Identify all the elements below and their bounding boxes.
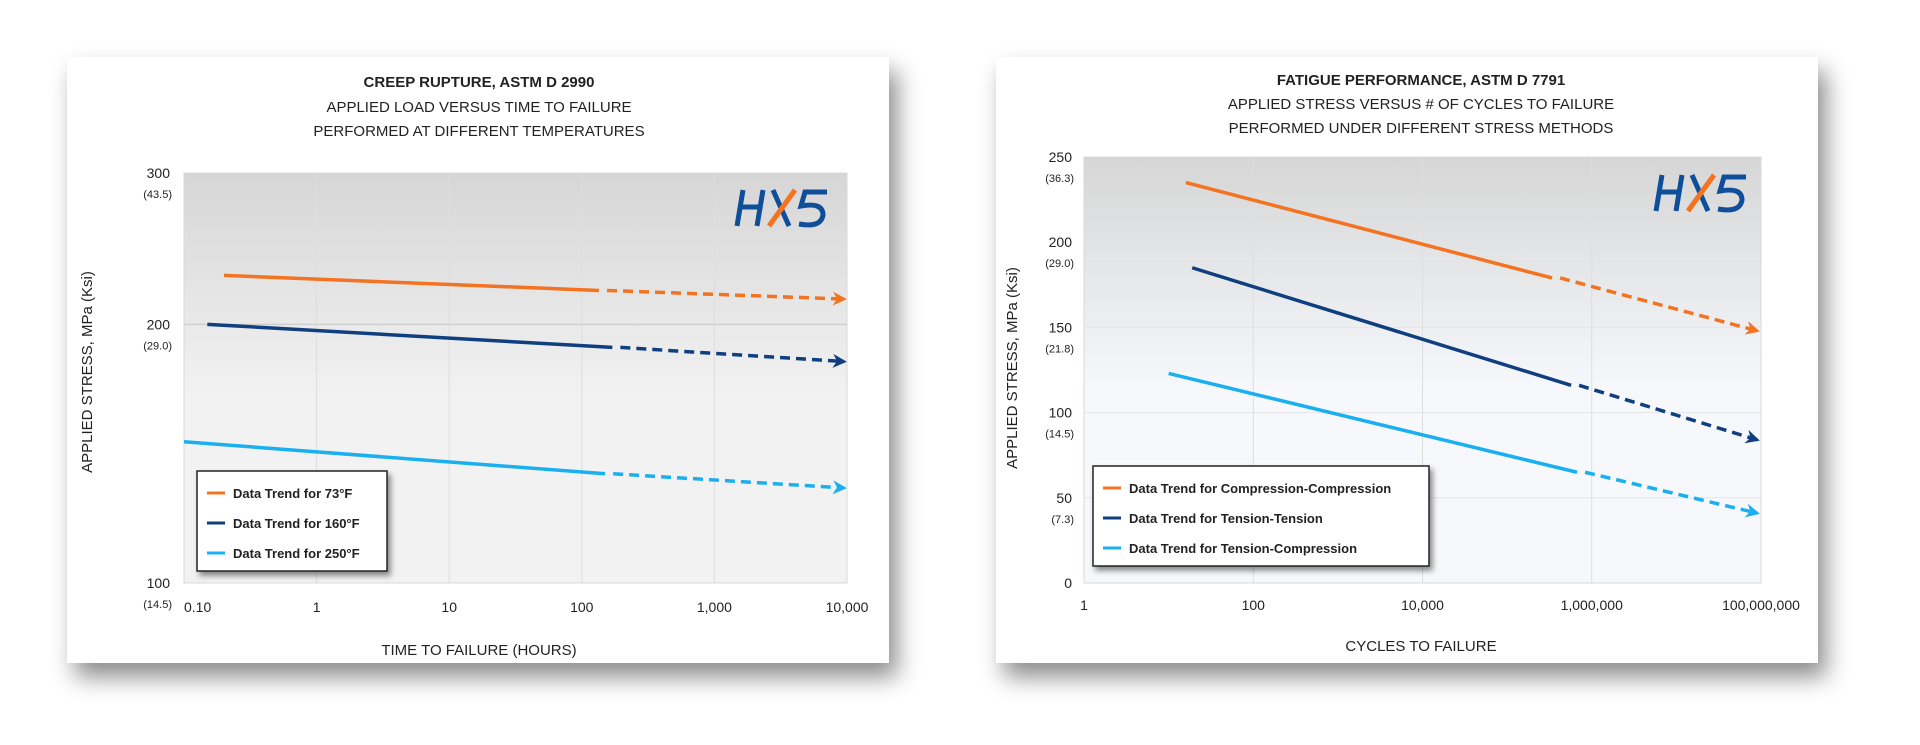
x-tick-label: 1,000,000 bbox=[1561, 597, 1623, 613]
logo-h bbox=[734, 189, 766, 227]
trend-line-solid bbox=[1185, 180, 1553, 280]
hx5-logo bbox=[1653, 173, 1746, 213]
fatigue-performance-chart: FATIGUE PERFORMANCE, ASTM D 7791 APPLIED … bbox=[1004, 72, 1800, 655]
x-tick-label: 100 bbox=[1242, 597, 1266, 613]
trend-line-dashed bbox=[620, 345, 847, 368]
trend-line-dashed bbox=[1584, 470, 1760, 518]
trend-line-dashed bbox=[1559, 276, 1760, 335]
y-tick-sublabel: (21.8) bbox=[1045, 343, 1074, 355]
x-tick-label: 100 bbox=[570, 599, 594, 615]
trend-line-solid bbox=[1168, 371, 1578, 474]
trend-line-dashed bbox=[613, 472, 847, 495]
x-axis-title: TIME TO FAILURE (HOURS) bbox=[381, 642, 576, 659]
y-tick-label: 200 bbox=[1049, 234, 1073, 250]
logo-x-accent bbox=[766, 188, 798, 228]
x-tick-label: 10 bbox=[441, 599, 457, 615]
x-tick-label: 1 bbox=[313, 599, 321, 615]
x-tick-label: 10,000 bbox=[826, 599, 869, 615]
y-tick-label: 150 bbox=[1049, 319, 1073, 335]
chart-subtitle: APPLIED LOAD VERSUS TIME TO FAILURE bbox=[326, 99, 631, 116]
chart-subtitle: APPLIED STRESS VERSUS # OF CYCLES TO FAI… bbox=[1228, 96, 1614, 113]
legend-label: Data Trend for 250°F bbox=[233, 546, 360, 561]
y-tick-sublabel: (29.0) bbox=[1045, 258, 1074, 270]
y-tick-sublabel: (29.0) bbox=[143, 340, 172, 352]
y-tick-label: 250 bbox=[1049, 149, 1073, 165]
y-axis-title: APPLIED STRESS, MPa (Ksi) bbox=[1004, 267, 1021, 469]
legend-label: Data Trend for 73°F bbox=[233, 486, 352, 501]
trend-line-solid bbox=[223, 273, 600, 293]
y-tick-sublabel: (43.5) bbox=[143, 189, 172, 201]
y-tick-sublabel: (36.3) bbox=[1045, 173, 1074, 185]
chart-subtitle: PERFORMED UNDER DIFFERENT STRESS METHODS bbox=[1229, 120, 1614, 137]
x-tick-label: 10,000 bbox=[1401, 597, 1444, 613]
legend-label: Data Trend for Tension-Compression bbox=[1129, 541, 1357, 556]
y-tick-sublabel: (14.5) bbox=[1045, 429, 1074, 441]
x-tick-label: 1,000 bbox=[697, 599, 732, 615]
chart-title: CREEP RUPTURE, ASTM D 2990 bbox=[364, 74, 595, 91]
legend-box bbox=[1092, 465, 1430, 567]
fatigue-performance-chart-card: FATIGUE PERFORMANCE, ASTM D 7791 APPLIED … bbox=[996, 57, 1818, 663]
creep-rupture-chart-card: CREEP RUPTURE, ASTM D 2990 APPLIED LOAD V… bbox=[67, 57, 889, 663]
logo-5 bbox=[797, 189, 827, 228]
logo-5 bbox=[1716, 174, 1746, 213]
y-tick-label: 50 bbox=[1056, 490, 1072, 506]
trend-line-solid bbox=[183, 440, 606, 476]
y-tick-label: 200 bbox=[147, 316, 171, 332]
trend-line-dashed bbox=[607, 288, 847, 306]
x-axis-title: CYCLES TO FAILURE bbox=[1345, 638, 1496, 655]
chart-subtitle: PERFORMED AT DIFFERENT TEMPERATURES bbox=[313, 123, 644, 140]
chart-title: FATIGUE PERFORMANCE, ASTM D 7791 bbox=[1277, 72, 1565, 89]
hx5-logo bbox=[734, 188, 827, 228]
legend-label: Data Trend for Compression-Compression bbox=[1129, 481, 1391, 496]
logo-x-accent bbox=[1685, 173, 1717, 213]
y-axis-title: APPLIED STRESS, MPa (Ksi) bbox=[79, 271, 96, 473]
y-tick-label: 100 bbox=[1049, 405, 1073, 421]
logo-h bbox=[1653, 174, 1685, 212]
y-tick-label: 300 bbox=[147, 165, 171, 181]
legend-label: Data Trend for 160°F bbox=[233, 516, 360, 531]
creep-rupture-chart: CREEP RUPTURE, ASTM D 2990 APPLIED LOAD V… bbox=[79, 74, 869, 659]
y-tick-label: 100 bbox=[147, 575, 171, 591]
x-tick-label: 100,000,000 bbox=[1722, 597, 1800, 613]
x-tick-label: 1 bbox=[1080, 597, 1088, 613]
x-tick-label: 0.10 bbox=[184, 599, 211, 615]
trend-line-solid bbox=[1191, 266, 1572, 388]
legend-box bbox=[196, 470, 388, 572]
legend-label: Data Trend for Tension-Tension bbox=[1129, 511, 1323, 526]
y-tick-label: 0 bbox=[1064, 575, 1072, 591]
y-tick-sublabel: (14.5) bbox=[143, 599, 172, 611]
trend-line-solid bbox=[207, 322, 613, 350]
y-tick-sublabel: (7.3) bbox=[1051, 514, 1074, 526]
